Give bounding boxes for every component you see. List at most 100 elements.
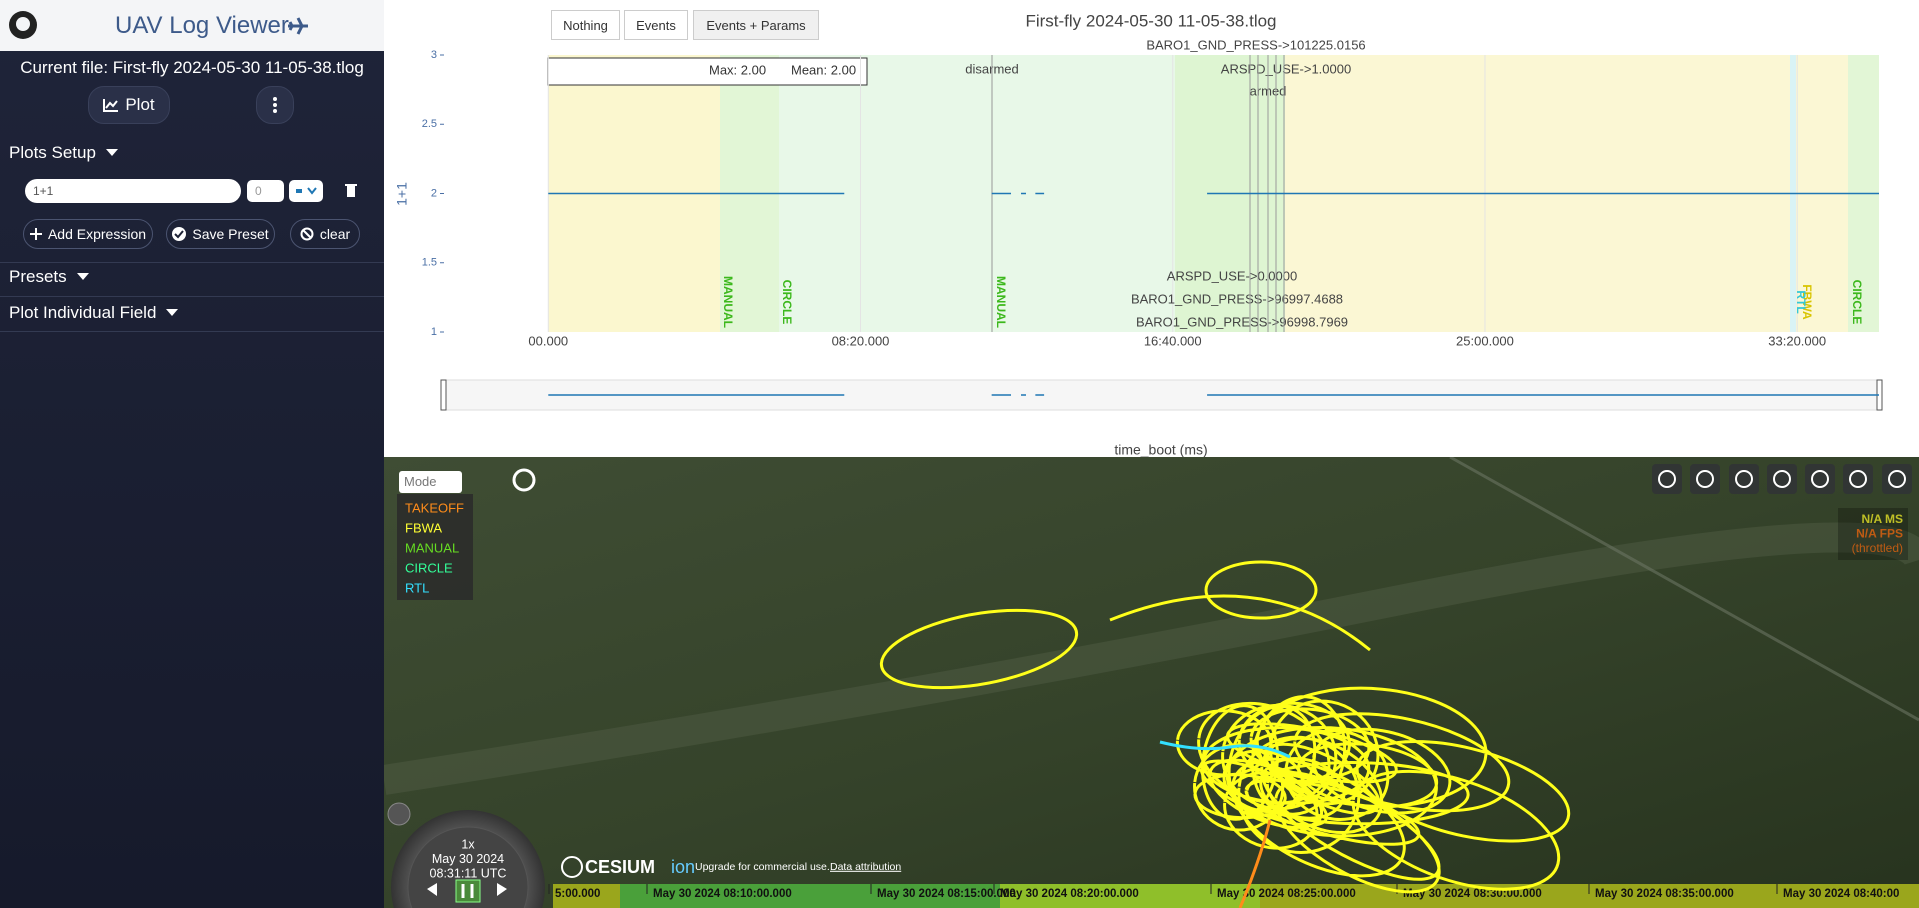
y-tick-label: 2.5 xyxy=(422,118,437,130)
legend-entry: RTL xyxy=(405,580,429,595)
rewind-button[interactable] xyxy=(427,883,437,896)
nothing-button[interactable]: Nothing xyxy=(551,10,620,40)
timeline-label: 5:00.000 xyxy=(555,888,600,900)
plot-button-label: Plot xyxy=(125,95,155,114)
mode-select[interactable] xyxy=(399,471,462,493)
app-title: UAV Log Viewer xyxy=(115,12,289,39)
flight-path xyxy=(879,560,1571,894)
terrain xyxy=(384,457,1919,908)
individual-field-toggle[interactable]: Plot Individual Field xyxy=(9,303,179,323)
toolbar-button[interactable] xyxy=(1652,464,1682,494)
cesium-ion: ion xyxy=(671,857,695,877)
pause-icon xyxy=(461,884,474,898)
plots-setup-label: Plots Setup xyxy=(9,143,96,162)
timeline-label: May 30 2024 08:35:00.000 xyxy=(1595,888,1734,900)
range-handle[interactable] xyxy=(440,379,447,411)
hover-mean: Mean: 2.00 xyxy=(791,62,856,77)
x-tick-label: 16:40.000 xyxy=(1144,333,1202,348)
save-preset-label: Save Preset xyxy=(192,226,269,242)
timeline-label: May 30 2024 08:40:00 xyxy=(1783,888,1899,900)
road xyxy=(1449,457,1919,722)
header: UAV Log Viewer xyxy=(0,0,384,51)
event-label: ARSPD_USE->0.0000 xyxy=(1167,268,1297,283)
cesium-name: CESIUM xyxy=(585,857,655,877)
legend-entry: FBWA xyxy=(405,520,442,535)
mode-label: MANUAL xyxy=(721,276,735,328)
pause-button[interactable] xyxy=(455,879,481,903)
sidebar: UAV Log Viewer Current file: First-fly 2… xyxy=(0,0,384,908)
color-swatch xyxy=(296,187,317,195)
map-view[interactable]: TAKEOFF FBWA MANUAL CIRCLE RTL N/A MSN/A FPS(… xyxy=(384,457,1919,908)
hover-max: Max: 2.00 xyxy=(709,62,766,77)
presets-label: Presets xyxy=(9,267,67,286)
flight-path-rtl xyxy=(1159,740,1291,759)
toolbar-button[interactable] xyxy=(1805,464,1835,494)
individual-field-label: Plot Individual Field xyxy=(9,303,157,322)
toolbar-icon xyxy=(1735,470,1753,488)
x-tick-label: 33:20.000 xyxy=(1768,333,1826,348)
toolbar-icon xyxy=(1658,470,1676,488)
play-button[interactable] xyxy=(497,883,507,896)
x-tick-label: 25:00.000 xyxy=(1456,333,1514,348)
divider xyxy=(0,331,384,332)
plus-icon xyxy=(29,228,42,240)
mode-label: FBWA xyxy=(1800,284,1814,320)
axis-select-value: 0 xyxy=(255,184,262,198)
toolbar-button[interactable] xyxy=(1690,464,1720,494)
timeline-label: May 30 2024 08:25:00.000 xyxy=(1217,888,1356,900)
toolbar-button[interactable] xyxy=(1729,464,1759,494)
divider xyxy=(0,296,384,297)
add-expression-label: Add Expression xyxy=(47,226,147,242)
settings-icon[interactable] xyxy=(512,468,536,492)
caret xyxy=(166,309,179,316)
x-axis-label: time_boot (ms) xyxy=(1114,442,1207,457)
mode-label: RTL xyxy=(1794,290,1808,313)
toolbar-icon xyxy=(1811,470,1829,488)
events-button[interactable]: Events xyxy=(624,10,688,40)
events-params-button[interactable]: Events + Params xyxy=(693,10,819,40)
toolbar-button[interactable] xyxy=(1767,464,1797,494)
plot-button[interactable]: Plot xyxy=(88,86,170,124)
event-label: ARSPD_USE->1.0000 xyxy=(1221,61,1351,76)
legend-entry: CIRCLE xyxy=(405,560,453,575)
clock-icon[interactable] xyxy=(387,802,411,826)
timeline-label: May 30 2024 08:10:00.000 xyxy=(653,888,792,900)
clock-text: 08:31:11 UTC xyxy=(430,866,507,880)
perf-label: N/A MS xyxy=(1861,512,1903,526)
event-label: BARO1_GND_PRESS->101225.0156 xyxy=(1146,37,1365,52)
github-icon[interactable] xyxy=(8,10,38,40)
clock-text: 1x xyxy=(461,837,475,851)
axis-select[interactable]: 0 xyxy=(247,180,284,202)
color-select[interactable] xyxy=(289,180,323,202)
mode-select-label[interactable]: Mode xyxy=(404,474,437,489)
save-preset-button[interactable]: Save Preset xyxy=(166,219,275,249)
add-expression-button[interactable]: Add Expression xyxy=(23,219,153,249)
timeline-label: May 30 2024 08:30:00.000 xyxy=(1403,888,1542,900)
toolbar-button[interactable] xyxy=(1843,464,1873,494)
x-tick-label: 00.000 xyxy=(528,333,568,348)
clear-button[interactable]: clear xyxy=(290,219,360,249)
divider xyxy=(0,262,384,263)
mode-label: CIRCLE xyxy=(780,280,794,325)
clear-label: clear xyxy=(319,226,351,242)
expression-input[interactable]: 1+1 xyxy=(25,179,241,203)
menu-button[interactable] xyxy=(256,86,294,124)
current-file: Current file: First-fly 2024-05-30 11-05… xyxy=(20,58,364,77)
caret xyxy=(105,149,118,156)
mode-label: CIRCLE xyxy=(1850,280,1864,325)
y-tick-label: 3 xyxy=(431,49,437,61)
timeline-label: May 30 2024 08:15:00.000 xyxy=(877,888,1016,900)
y-tick-label: 1 xyxy=(431,326,437,338)
legend-entry: MANUAL xyxy=(405,540,459,555)
timeline-label: May 30 2024 08:20:00.000 xyxy=(1000,888,1139,900)
toolbar-button[interactable] xyxy=(1882,464,1912,494)
delete-icon[interactable] xyxy=(345,183,357,197)
event-label: BARO1_GND_PRESS->96997.4688 xyxy=(1131,291,1343,306)
plots-setup-toggle[interactable]: Plots Setup xyxy=(9,143,118,163)
presets-toggle[interactable]: Presets xyxy=(9,267,89,287)
x-tick-label: 08:20.000 xyxy=(832,333,890,348)
toolbar-icon xyxy=(1888,470,1906,488)
y-tick-label: 1.5 xyxy=(422,257,437,269)
flight-path-takeoff xyxy=(1238,819,1272,908)
perf-label: N/A FPS xyxy=(1856,527,1903,541)
